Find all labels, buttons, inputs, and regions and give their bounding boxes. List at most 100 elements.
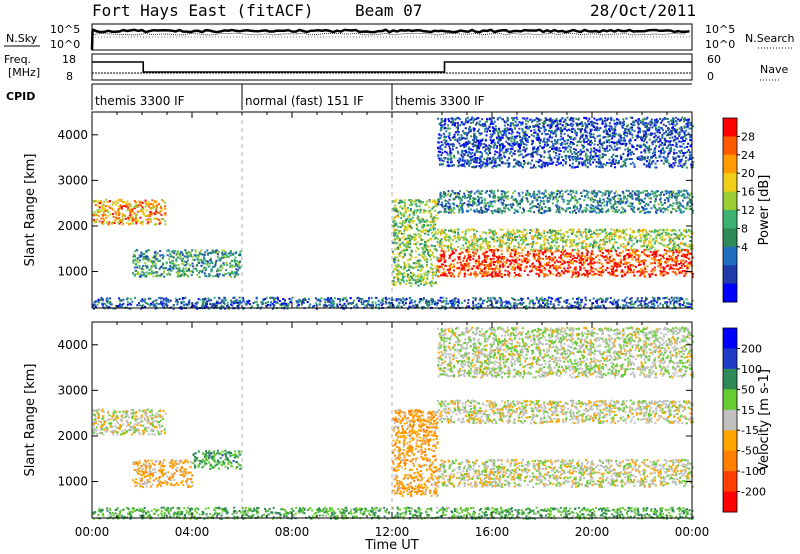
heatmap-cell bbox=[512, 203, 515, 206]
heatmap-cell bbox=[181, 259, 184, 262]
heatmap-cell bbox=[548, 207, 550, 209]
heatmap-cell bbox=[424, 249, 427, 252]
heatmap-cell bbox=[631, 264, 634, 267]
heatmap-cell bbox=[605, 204, 608, 207]
heatmap-cell bbox=[598, 200, 601, 203]
heatmap-cell bbox=[605, 128, 608, 131]
heatmap-cell bbox=[438, 157, 441, 160]
heatmap-cell bbox=[673, 260, 676, 263]
heatmap-cell bbox=[417, 199, 420, 202]
heatmap-cell bbox=[657, 242, 660, 244]
heatmap-cell bbox=[555, 233, 558, 236]
heatmap-cell bbox=[470, 272, 473, 275]
heatmap-cell bbox=[188, 268, 190, 271]
heatmap-cell bbox=[627, 241, 630, 244]
heatmap-cell bbox=[550, 192, 553, 194]
heatmap-cell bbox=[647, 244, 649, 247]
heatmap-cell bbox=[152, 260, 155, 263]
heatmap-cell bbox=[644, 267, 647, 270]
heatmap-cell bbox=[420, 273, 423, 276]
heatmap-cell bbox=[206, 249, 209, 252]
heatmap-cell bbox=[677, 268, 680, 271]
heatmap-cell bbox=[677, 244, 680, 247]
heatmap-cell bbox=[588, 245, 591, 248]
heatmap-cell bbox=[642, 233, 645, 236]
heatmap-cell bbox=[460, 269, 463, 272]
heatmap-cell bbox=[146, 222, 149, 225]
heatmap-cell bbox=[101, 204, 104, 207]
heatmap-cell bbox=[665, 231, 668, 234]
heatmap-cell bbox=[600, 272, 602, 275]
heatmap-cell bbox=[489, 200, 492, 203]
heatmap-cell bbox=[443, 235, 446, 238]
heatmap-cell bbox=[613, 258, 616, 261]
heatmap-cell bbox=[145, 249, 148, 252]
heatmap-cell bbox=[579, 267, 582, 270]
heatmap-cell bbox=[453, 192, 456, 195]
heatmap-cell bbox=[559, 229, 562, 232]
heatmap-cell bbox=[176, 250, 179, 253]
heatmap-cell bbox=[459, 197, 461, 200]
heatmap-cell bbox=[203, 257, 206, 260]
heatmap-cell bbox=[484, 273, 487, 276]
heatmap-cell bbox=[427, 239, 430, 242]
heatmap-cell bbox=[549, 197, 551, 200]
heatmap-cell bbox=[492, 240, 495, 243]
heatmap-cell bbox=[573, 256, 576, 259]
heatmap-cell bbox=[637, 195, 640, 198]
heatmap-cell bbox=[628, 238, 631, 241]
heatmap-cell bbox=[540, 199, 542, 202]
heatmap-cell bbox=[634, 254, 637, 256]
heatmap-cell bbox=[475, 252, 478, 255]
heatmap-cell bbox=[616, 274, 619, 277]
heatmap-cell bbox=[158, 267, 161, 270]
heatmap-cell bbox=[671, 248, 674, 251]
heatmap-cell bbox=[610, 248, 613, 251]
heatmap-cell bbox=[536, 237, 539, 240]
heatmap-cell bbox=[462, 259, 465, 262]
heatmap-cell bbox=[169, 265, 172, 267]
heatmap-cell bbox=[448, 257, 451, 260]
heatmap-cell bbox=[550, 238, 553, 241]
heatmap-cell bbox=[493, 268, 496, 271]
heatmap-cell bbox=[398, 230, 401, 233]
heatmap-cell bbox=[550, 232, 553, 235]
heatmap-cell bbox=[629, 228, 632, 231]
heatmap-cell bbox=[516, 131, 519, 134]
heatmap-cell bbox=[609, 273, 612, 276]
heatmap-cell bbox=[231, 272, 234, 275]
heatmap-cell bbox=[237, 262, 240, 264]
heatmap-cell bbox=[394, 242, 397, 245]
heatmap-cell bbox=[680, 271, 683, 274]
heatmap-cell bbox=[669, 258, 672, 261]
heatmap-cell bbox=[448, 202, 451, 205]
heatmap-cell bbox=[471, 239, 474, 241]
heatmap-cell bbox=[634, 258, 637, 261]
heatmap-cell bbox=[120, 207, 123, 210]
heatmap-cell bbox=[637, 197, 640, 200]
heatmap-cell bbox=[514, 251, 517, 253]
heatmap-cell bbox=[120, 205, 123, 208]
heatmap-cell bbox=[502, 260, 505, 263]
heatmap-cell bbox=[476, 265, 479, 268]
heatmap-cell bbox=[498, 237, 500, 240]
heatmap-cell bbox=[170, 265, 173, 268]
heatmap-cell bbox=[461, 263, 464, 266]
heatmap-cell bbox=[637, 258, 640, 261]
heatmap-cell bbox=[425, 219, 428, 222]
heatmap-cell bbox=[642, 263, 645, 266]
heatmap-cell bbox=[94, 204, 97, 206]
heatmap-cell bbox=[612, 246, 615, 249]
heatmap-cell bbox=[102, 211, 105, 214]
heatmap-cell bbox=[453, 258, 456, 261]
heatmap-cell bbox=[526, 197, 529, 200]
heatmap-cell bbox=[441, 266, 444, 269]
heatmap-cell bbox=[592, 207, 595, 210]
heatmap-cell bbox=[509, 255, 512, 258]
heatmap-cell bbox=[526, 134, 529, 137]
heatmap-cell bbox=[434, 274, 437, 277]
heatmap-cell bbox=[92, 218, 95, 221]
heatmap-cell bbox=[422, 277, 425, 280]
heatmap-cell bbox=[447, 249, 450, 252]
heatmap-cell bbox=[619, 194, 622, 197]
